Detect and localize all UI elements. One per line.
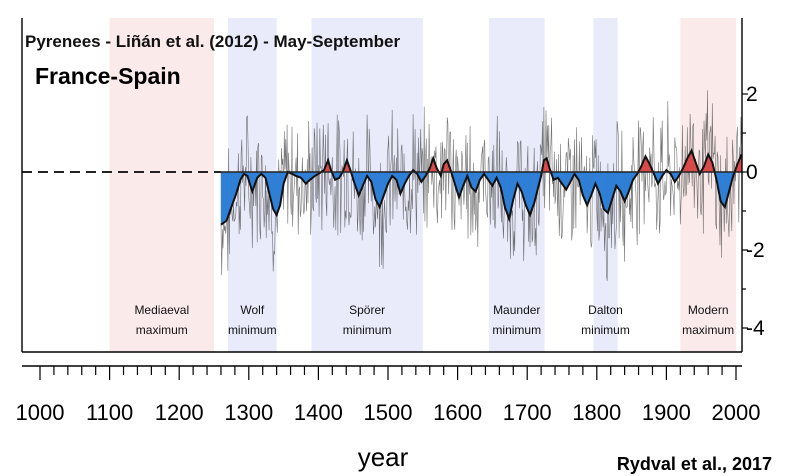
period-label-sub-2: minimum: [343, 323, 392, 337]
x-axis: 1000 1100 1200 1300 1400 1500 1600 1700 1800 1900…: [16, 365, 761, 425]
period-label-name-5: Modern: [688, 303, 729, 317]
x-tick-label-7: 1700: [503, 400, 552, 425]
x-axis-label: year: [358, 442, 409, 472]
period-label-sub-4: minimum: [581, 323, 630, 337]
x-tick-label-9: 1900: [642, 400, 691, 425]
x-tick-label-0: 1000: [16, 400, 65, 425]
y-axis: 2 0 -2 -4: [742, 83, 765, 340]
y-tick-label-0: 2: [746, 83, 758, 106]
period-label-name-1: Wolf: [240, 303, 264, 317]
y-tick-label-2: -2: [746, 239, 765, 262]
chart-title: Pyrenees - Liñán et al. (2012) - May-Sep…: [25, 32, 400, 51]
chart-subtitle: France-Spain: [35, 63, 181, 89]
period-label-sub-3: minimum: [492, 323, 541, 337]
x-tick-label-5: 1500: [364, 400, 413, 425]
period-label-name-4: Dalton: [588, 303, 623, 317]
annual-line-path: [220, 90, 742, 281]
period-label-sub-0: maximum: [136, 323, 188, 337]
plot-frame: [21, 18, 743, 353]
period-bands: [109, 18, 736, 352]
x-tick-label-2: 1200: [155, 400, 204, 425]
period-label-sub-5: maximum: [682, 323, 734, 337]
annual-values-line: [220, 90, 742, 281]
period-labels: Mediaeval maximum Wolf minimum Spörer minimum…: [134, 303, 734, 337]
x-tick-label-8: 1800: [572, 400, 621, 425]
period-label-name-0: Mediaeval: [134, 303, 189, 317]
x-tick-label-3: 1300: [224, 400, 273, 425]
period-label-name-2: Spörer: [349, 303, 385, 317]
x-tick-label-6: 1600: [433, 400, 482, 425]
period-band-0: [109, 18, 214, 352]
period-label-name-3: Maunder: [493, 303, 540, 317]
credit-text: Rydval et al., 2017: [617, 454, 772, 474]
x-tick-label-1: 1100: [86, 400, 133, 425]
period-label-sub-1: minimum: [228, 323, 277, 337]
period-band-2: [311, 18, 423, 352]
y-tick-label-1: 0: [746, 161, 758, 184]
x-tick-label-4: 1400: [294, 400, 343, 425]
x-tick-label-10: 2000: [712, 400, 761, 425]
y-tick-label-3: -4: [746, 317, 765, 340]
